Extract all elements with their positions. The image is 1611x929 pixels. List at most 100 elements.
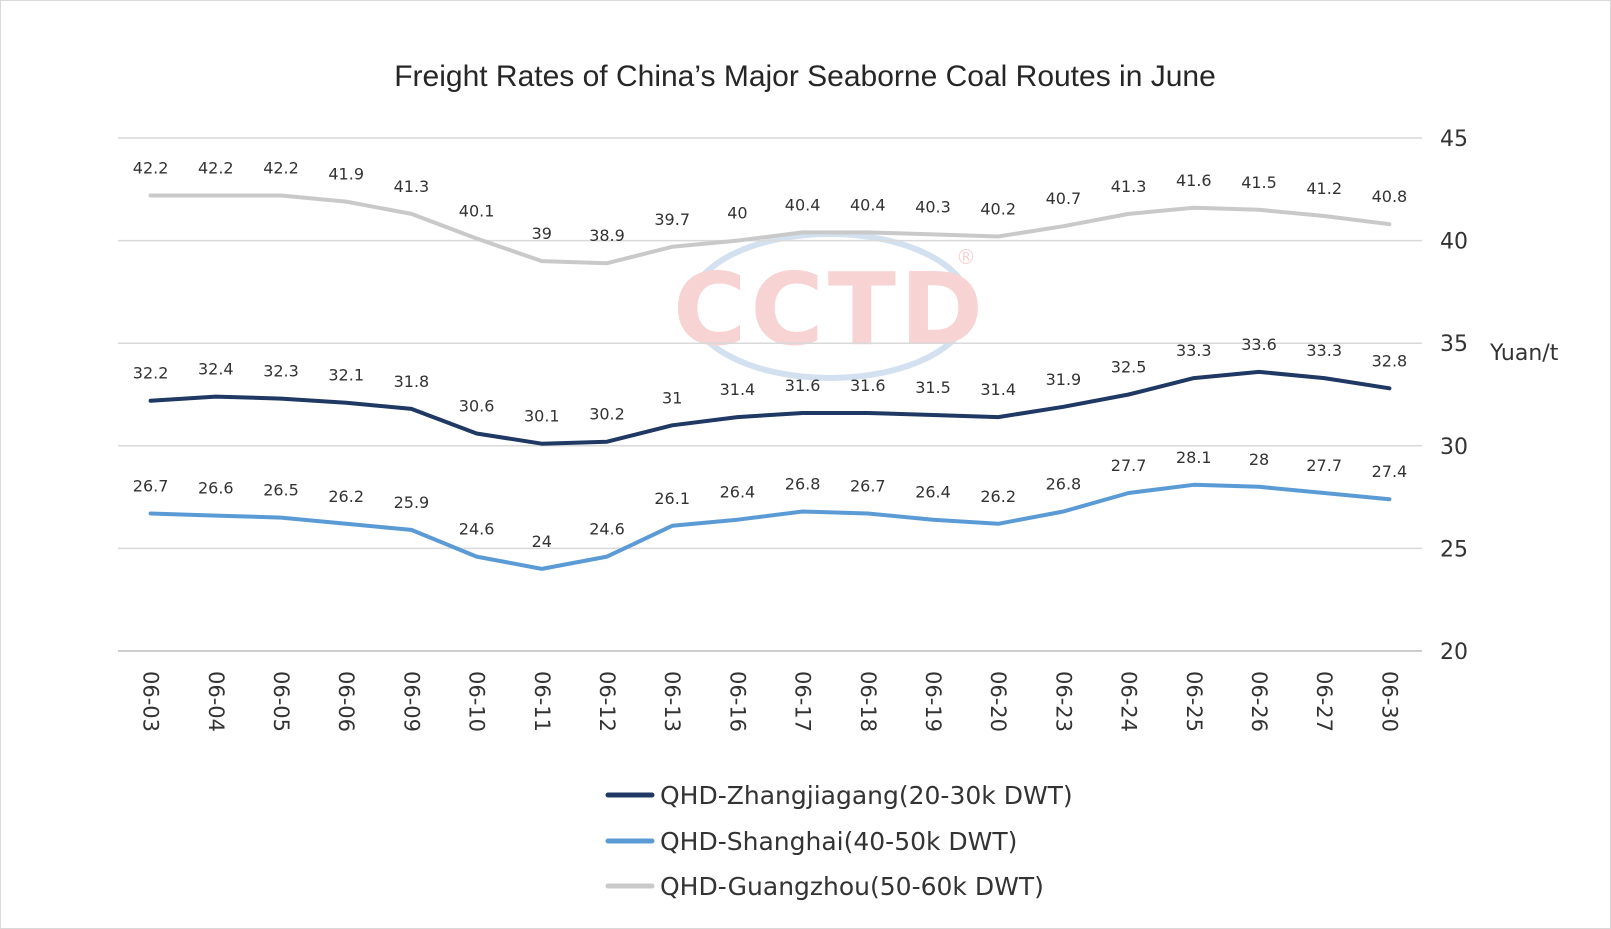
data-label-s2-17: 28 [1249, 450, 1269, 469]
x-tick-label-06-03: 06-03 [139, 671, 163, 732]
y-tick-label-30: 30 [1440, 435, 1468, 460]
y-axis-unit-label: Yuan/t [1489, 341, 1559, 366]
data-label-s1-11: 31.6 [850, 376, 886, 395]
data-label-s2-18: 27.7 [1306, 456, 1342, 475]
data-label-s1-5: 30.6 [459, 396, 495, 415]
x-tick-label-06-17: 06-17 [791, 671, 815, 732]
x-axis-ticks: 06-03 06-04 06-05 06-06 06-09 06-10 06-11 06-12… [139, 671, 1402, 732]
series-line-1 [148, 369, 1392, 446]
data-label-s1-7: 30.2 [589, 405, 625, 424]
data-label-s1-15: 32.5 [1111, 358, 1147, 377]
data-label-s2-16: 28.1 [1176, 448, 1212, 467]
x-tick-label-06-18: 06-18 [856, 671, 880, 732]
data-labels: 32.2 32.4 32.3 32.1 31.8 30.6 30.1 30.2 31 31.4 31… [133, 158, 1407, 550]
x-tick-label-06-25: 06-25 [1182, 671, 1206, 732]
x-tick-label-06-30: 06-30 [1377, 671, 1401, 732]
watermark-text: CCTD [673, 251, 987, 368]
data-label-s3-9: 40 [727, 204, 747, 223]
data-label-s3-2: 42.2 [263, 158, 299, 177]
data-label-s1-9: 31.4 [720, 380, 756, 399]
data-label-s2-6: 24 [532, 532, 552, 551]
data-label-s1-1: 32.4 [198, 360, 234, 379]
data-label-s2-4: 25.9 [394, 493, 430, 512]
data-label-s2-14: 26.8 [1046, 474, 1082, 493]
data-label-s3-0: 42.2 [133, 158, 169, 177]
data-label-s3-14: 40.7 [1046, 189, 1082, 208]
data-label-s1-6: 30.1 [524, 407, 560, 426]
data-label-s2-0: 26.7 [133, 477, 169, 496]
x-tick-label-06-05: 06-05 [269, 671, 293, 732]
data-label-s3-13: 40.2 [980, 199, 1016, 218]
series-line-2 [148, 482, 1392, 571]
data-label-s3-18: 41.2 [1306, 179, 1342, 198]
data-label-s3-16: 41.6 [1176, 171, 1212, 190]
data-label-s2-19: 27.4 [1372, 462, 1408, 481]
chart-title: Freight Rates of China’s Major Seaborne … [394, 60, 1216, 93]
x-tick-label-06-12: 06-12 [595, 671, 619, 732]
x-tick-label-06-20: 06-20 [986, 671, 1010, 732]
data-label-s1-0: 32.2 [133, 364, 169, 383]
data-label-s2-13: 26.2 [980, 487, 1016, 506]
x-tick-label-06-24: 06-24 [1117, 671, 1141, 732]
x-tick-label-06-09: 06-09 [399, 671, 423, 732]
data-label-s2-1: 26.6 [198, 479, 234, 498]
legend-label-3: QHD-Guangzhou(50-60k DWT) [660, 872, 1044, 901]
data-label-s1-2: 32.3 [263, 362, 299, 381]
grid-lines [118, 137, 1422, 652]
x-tick-label-06-04: 06-04 [204, 671, 228, 732]
data-label-s3-8: 39.7 [654, 210, 690, 229]
data-label-s1-18: 33.3 [1306, 341, 1342, 360]
y-tick-label-20: 20 [1440, 640, 1468, 665]
watermark-registered-mark: ® [956, 245, 976, 269]
data-label-s3-17: 41.5 [1241, 173, 1277, 192]
data-label-s1-16: 33.3 [1176, 341, 1212, 360]
data-label-s2-3: 26.2 [328, 487, 364, 506]
data-label-s3-10: 40.4 [785, 195, 821, 214]
data-label-s3-15: 41.3 [1111, 177, 1147, 196]
data-label-s2-7: 24.6 [589, 520, 625, 539]
data-label-s2-8: 26.1 [654, 489, 690, 508]
x-tick-label-06-16: 06-16 [725, 671, 749, 732]
data-label-s3-5: 40.1 [459, 202, 495, 221]
data-label-s1-14: 31.9 [1046, 370, 1082, 389]
legend: QHD-Zhangjiagang(20-30k DWT) QHD-Shanghai… [605, 781, 1073, 901]
y-tick-label-35: 35 [1440, 332, 1468, 357]
data-label-s2-12: 26.4 [915, 483, 951, 502]
data-label-s1-3: 32.1 [328, 366, 364, 385]
x-tick-label-06-06: 06-06 [334, 671, 358, 732]
y-tick-label-45: 45 [1440, 127, 1468, 152]
data-label-s1-10: 31.6 [785, 376, 821, 395]
y-tick-label-25: 25 [1440, 537, 1468, 562]
data-label-s1-19: 32.8 [1372, 351, 1408, 370]
x-tick-label-06-10: 06-10 [465, 671, 489, 732]
data-label-s1-13: 31.4 [980, 380, 1016, 399]
data-label-s2-9: 26.4 [720, 483, 756, 502]
x-tick-label-06-19: 06-19 [921, 671, 945, 732]
data-label-s3-11: 40.4 [850, 195, 886, 214]
data-label-s3-19: 40.8 [1372, 187, 1408, 206]
x-tick-label-06-26: 06-26 [1247, 671, 1271, 732]
data-label-s2-15: 27.7 [1111, 456, 1147, 475]
data-label-s3-3: 41.9 [328, 165, 364, 184]
y-axis-ticks: 20 25 30 35 40 45 [1440, 127, 1468, 665]
data-label-s3-6: 39 [532, 224, 552, 243]
series-lines [148, 193, 1392, 571]
data-label-s1-12: 31.5 [915, 378, 951, 397]
data-label-s1-8: 31 [662, 388, 682, 407]
data-label-s1-4: 31.8 [394, 372, 430, 391]
x-tick-label-06-11: 06-11 [530, 671, 554, 732]
x-tick-label-06-23: 06-23 [1051, 671, 1075, 732]
data-label-s1-17: 33.6 [1241, 335, 1277, 354]
data-label-s3-7: 38.9 [589, 226, 625, 245]
watermark-logo: CCTD ® [673, 231, 987, 381]
data-label-s2-11: 26.7 [850, 477, 886, 496]
data-label-s3-12: 40.3 [915, 197, 951, 216]
x-tick-label-06-13: 06-13 [660, 671, 684, 732]
y-tick-label-40: 40 [1440, 230, 1468, 255]
legend-label-1: QHD-Zhangjiagang(20-30k DWT) [660, 781, 1073, 810]
data-label-s3-4: 41.3 [394, 177, 430, 196]
data-label-s2-10: 26.8 [785, 474, 821, 493]
legend-label-2: QHD-Shanghai(40-50k DWT) [660, 827, 1017, 856]
